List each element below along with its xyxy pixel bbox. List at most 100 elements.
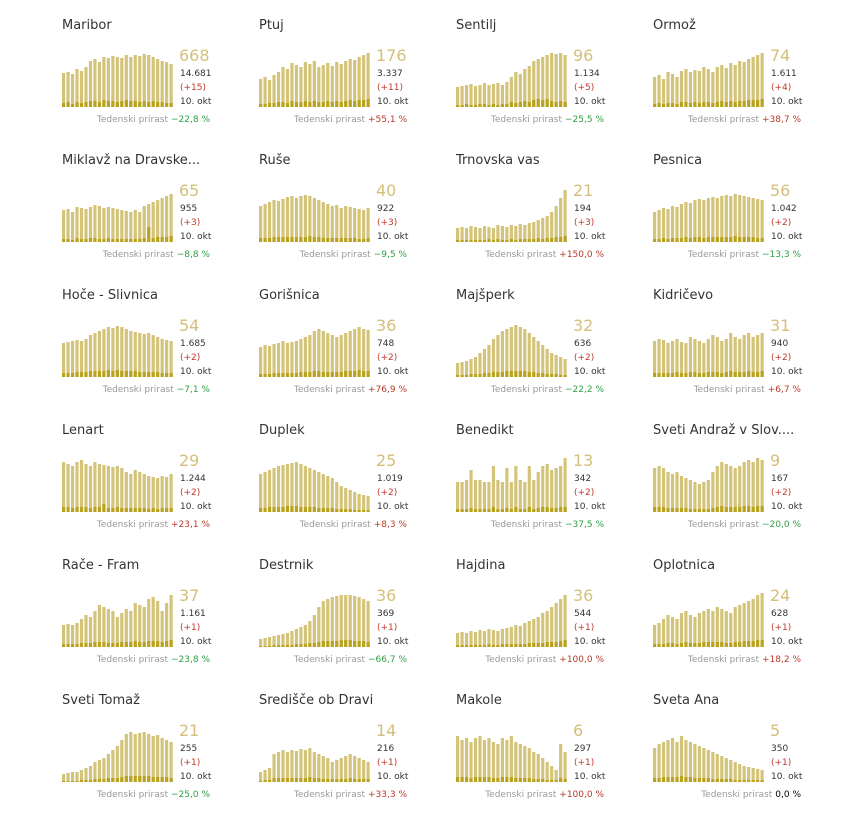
bar-new xyxy=(344,238,348,242)
bar-new xyxy=(496,778,500,782)
bar-new xyxy=(294,644,299,647)
chart-title: Hajdina xyxy=(456,558,506,573)
bar xyxy=(344,488,348,512)
bar xyxy=(679,71,684,107)
bar xyxy=(505,740,509,782)
bar xyxy=(482,482,487,512)
bar xyxy=(357,57,361,107)
active-cases-value: 13 xyxy=(573,451,594,470)
bar xyxy=(518,224,522,242)
bar-new xyxy=(299,237,303,242)
bar-new xyxy=(536,779,540,782)
bar xyxy=(527,223,531,242)
weekly-growth-label: Tedenski prirast xyxy=(490,115,562,125)
bar-chart xyxy=(62,460,173,512)
active-cases-value: 56 xyxy=(770,181,791,200)
bar-new xyxy=(362,100,366,107)
bar-chart xyxy=(259,327,370,377)
bar xyxy=(541,57,545,107)
bar-new xyxy=(661,373,666,377)
bar xyxy=(464,85,469,107)
date-label: 10. okt xyxy=(771,772,803,782)
bar-new xyxy=(151,372,155,377)
bar xyxy=(366,496,370,512)
bar-new xyxy=(294,506,299,512)
bar-new xyxy=(106,778,110,782)
bar-new xyxy=(666,239,670,242)
bar-new xyxy=(133,371,137,377)
bar-new xyxy=(469,374,473,377)
bar xyxy=(666,343,670,377)
chart-title: Šentilj xyxy=(456,18,497,33)
bar-new xyxy=(563,236,567,242)
bar xyxy=(88,61,93,107)
bar-new xyxy=(317,371,321,377)
bar-new xyxy=(473,509,478,512)
bar xyxy=(317,200,321,242)
bar-new xyxy=(348,778,352,782)
bar-chart xyxy=(456,458,567,512)
bar-new xyxy=(263,508,267,512)
bar xyxy=(290,342,294,377)
bar xyxy=(133,332,137,377)
bar xyxy=(330,335,334,377)
bar-new xyxy=(366,642,370,647)
bar xyxy=(124,55,128,107)
bar xyxy=(541,758,545,782)
bar-new xyxy=(496,509,500,512)
bar xyxy=(88,617,93,647)
bar xyxy=(751,768,755,782)
bar-new xyxy=(106,508,110,512)
bar xyxy=(263,770,267,782)
bar-new xyxy=(688,103,693,107)
bar-new xyxy=(124,776,128,782)
weekly-growth-value: −23,8 % xyxy=(171,655,210,665)
bar-new xyxy=(272,645,276,647)
bar xyxy=(348,490,352,512)
bar xyxy=(348,59,352,107)
bar-new xyxy=(688,509,693,512)
bar xyxy=(160,738,164,782)
bar xyxy=(464,361,469,377)
bar xyxy=(79,770,84,782)
bar xyxy=(702,67,706,107)
bar xyxy=(469,470,473,512)
bar xyxy=(666,472,670,512)
bar-new xyxy=(339,509,343,512)
bar-new xyxy=(366,238,370,242)
bar xyxy=(760,53,764,107)
municipality-card: Rače - Fram 37 1.161 (+1) 10. okt Tedenski pr… xyxy=(62,540,258,665)
bar-new xyxy=(344,640,348,647)
bar xyxy=(536,220,540,242)
bar xyxy=(679,204,684,242)
bar xyxy=(129,331,133,377)
bar-new xyxy=(339,238,343,242)
bar xyxy=(738,339,742,377)
bar xyxy=(102,758,106,782)
bar-new xyxy=(151,101,155,107)
daily-delta: (+1) xyxy=(377,623,398,633)
municipality-card: Pesnica 56 1.042 (+2) 10. okt Tedenski priras… xyxy=(653,135,849,260)
bar-new xyxy=(142,101,146,107)
bar-new xyxy=(102,779,106,782)
bar xyxy=(715,754,719,782)
bar-new xyxy=(464,777,469,782)
weekly-growth-label: Tedenski prirast xyxy=(293,655,365,665)
bar-chart xyxy=(259,53,370,107)
municipality-card: Maribor 668 14.681 (+15) 10. okt Tedenski pri… xyxy=(62,0,258,125)
bar-new xyxy=(509,102,513,107)
bar-new xyxy=(84,239,88,242)
bar-new xyxy=(138,372,142,377)
bar-new xyxy=(742,506,746,512)
bar-new xyxy=(482,645,487,647)
bar-new xyxy=(97,239,102,242)
bar xyxy=(75,207,79,242)
bar-new xyxy=(111,508,115,512)
bar-new xyxy=(500,240,504,242)
bar xyxy=(317,472,321,512)
bar xyxy=(469,742,473,782)
bar xyxy=(460,227,464,242)
bar xyxy=(550,53,554,107)
total-cases: 1.019 xyxy=(377,474,403,484)
bar-new xyxy=(138,642,142,647)
